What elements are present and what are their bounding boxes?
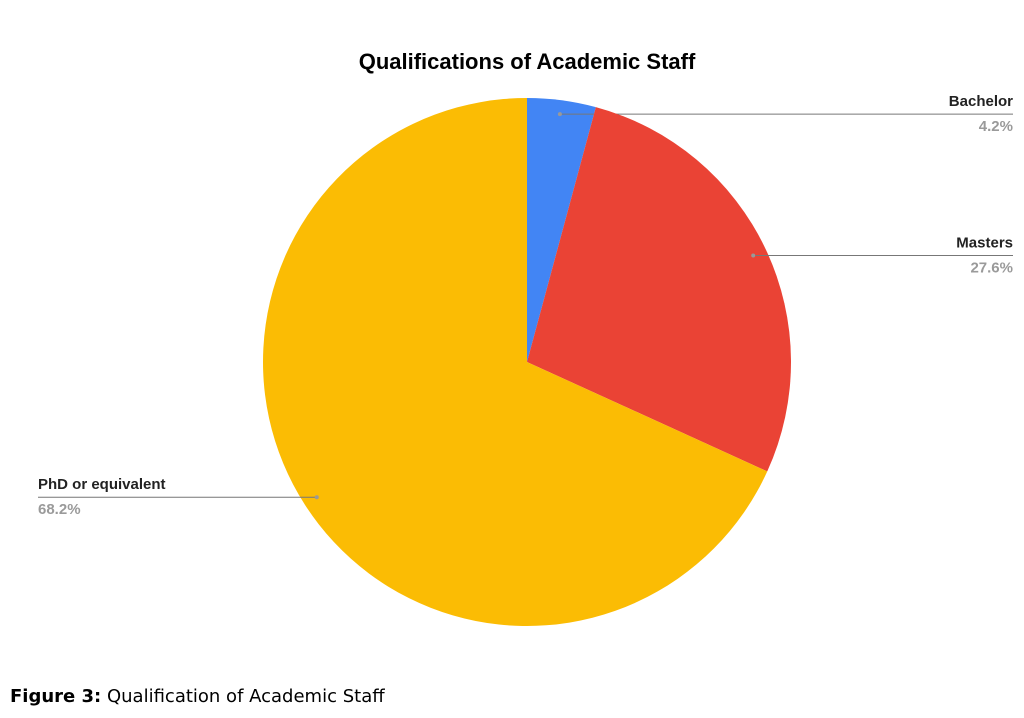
slice-value: 27.6% [970,260,1013,277]
slice-value: 68.2% [38,501,81,518]
caption: Figure 3: Qualification of Academic Staf… [10,686,385,707]
caption-text: Qualification of Academic Staff [106,686,385,707]
leader-dot [314,495,319,500]
chart: Qualifications of Academic Staff Bachelo… [38,49,1013,626]
caption-label: Figure 3: [10,686,102,707]
chart-title: Qualifications of Academic Staff [359,49,696,74]
pie-slice [527,98,596,362]
slice-label: Masters [956,235,1013,252]
pie-slice [262,98,768,626]
slice-value: 4.2% [979,118,1013,135]
leader-dot [751,253,756,258]
leader-dot [557,112,562,117]
slice-label: Bachelor [949,93,1013,110]
pie-slice [527,107,791,472]
slice-label: PhD or equivalent [38,476,166,493]
